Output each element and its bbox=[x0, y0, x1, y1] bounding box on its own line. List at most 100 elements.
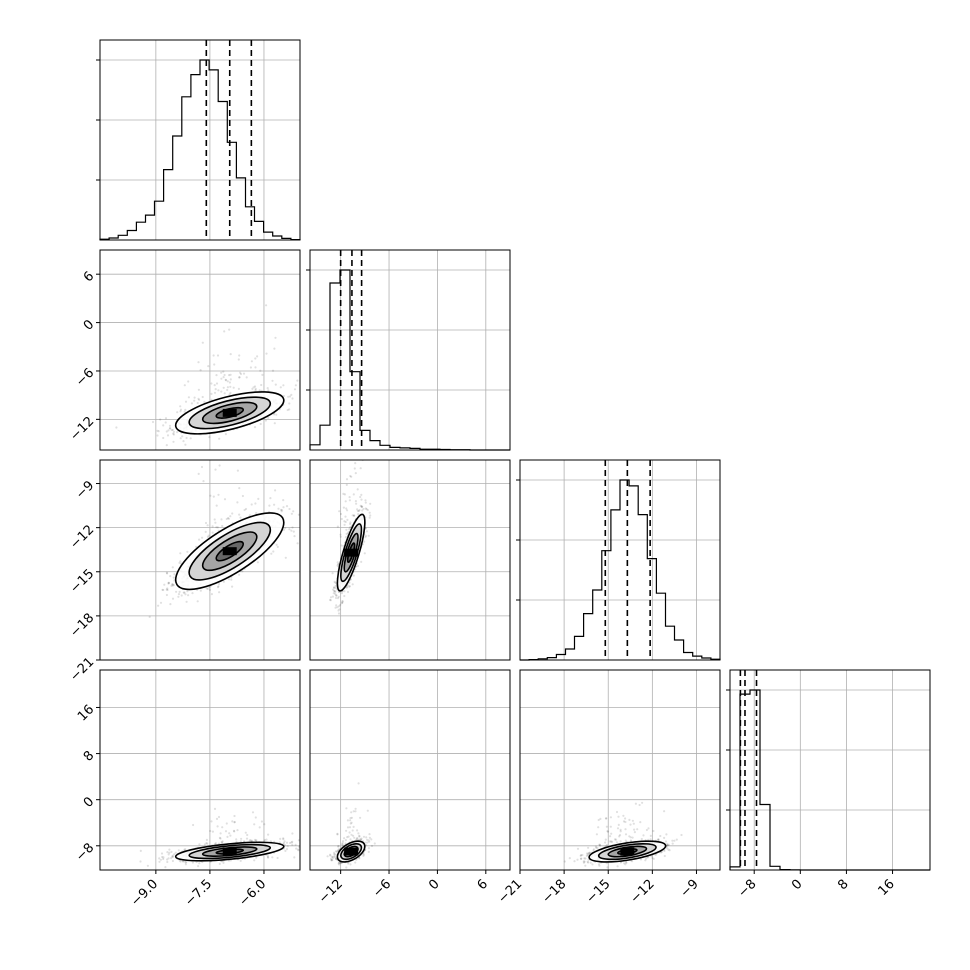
scatter-point bbox=[239, 371, 242, 374]
density-peak bbox=[222, 847, 237, 856]
scatter-point bbox=[222, 861, 225, 865]
scatter-point bbox=[333, 851, 336, 854]
scatter-point bbox=[199, 369, 202, 372]
scatter-point bbox=[347, 862, 350, 865]
scatter-point bbox=[336, 597, 340, 600]
scatter-point bbox=[170, 850, 173, 854]
scatter-point bbox=[347, 835, 350, 838]
scatter-point bbox=[218, 591, 221, 594]
scatter-point bbox=[216, 586, 220, 589]
scatter-point bbox=[597, 818, 600, 822]
scatter-point bbox=[205, 838, 208, 842]
scatter-point bbox=[239, 516, 242, 519]
scatter-point bbox=[337, 612, 341, 615]
scatter-point bbox=[340, 544, 343, 547]
scatter-point bbox=[227, 517, 230, 520]
density-peak bbox=[222, 408, 237, 417]
scatter-point bbox=[345, 478, 349, 481]
scatter-point bbox=[343, 590, 346, 593]
scatter-point bbox=[164, 866, 167, 869]
scatter-point bbox=[182, 860, 185, 863]
scatter-point bbox=[250, 839, 253, 842]
scatter-point bbox=[218, 464, 221, 467]
scatter-point bbox=[166, 851, 169, 854]
scatter-point bbox=[164, 421, 167, 424]
scatter-point bbox=[618, 835, 621, 838]
scatter-point bbox=[225, 517, 228, 521]
scatter-point bbox=[297, 839, 300, 842]
scatter-point bbox=[211, 525, 214, 528]
scatter-point bbox=[186, 590, 189, 593]
scatter-point bbox=[342, 492, 345, 495]
scatter-point bbox=[221, 826, 224, 829]
scatter-point bbox=[642, 834, 645, 837]
scatter-point bbox=[215, 817, 219, 821]
scatter-point bbox=[288, 528, 291, 531]
scatter-point bbox=[359, 504, 362, 507]
scatter-point bbox=[223, 373, 226, 377]
scatter-point bbox=[336, 833, 339, 836]
scatter-point bbox=[345, 829, 348, 832]
scatter-point bbox=[357, 832, 360, 835]
scatter-point bbox=[348, 528, 351, 531]
scatter-point bbox=[169, 427, 172, 430]
scatter-point bbox=[339, 535, 342, 538]
scatter-point bbox=[260, 383, 263, 387]
scatter-point bbox=[115, 426, 118, 429]
scatter-point bbox=[185, 600, 188, 603]
scatter-point bbox=[162, 857, 165, 861]
scatter-point bbox=[364, 536, 367, 539]
scatter-point bbox=[216, 526, 219, 529]
scatter-point bbox=[267, 856, 270, 859]
scatter-point bbox=[341, 843, 344, 846]
scatter-point bbox=[358, 508, 361, 512]
scatter-point bbox=[270, 552, 273, 555]
scatter-point bbox=[165, 444, 168, 447]
scatter-point bbox=[239, 372, 243, 376]
scatter-point bbox=[158, 860, 161, 863]
scatter-point bbox=[184, 861, 187, 864]
scatter-point bbox=[207, 534, 210, 537]
scatter-point bbox=[253, 426, 257, 429]
scatter-point bbox=[657, 839, 660, 842]
scatter-point bbox=[255, 839, 258, 842]
scatter-point bbox=[228, 328, 231, 331]
scatter-point bbox=[191, 592, 194, 595]
scatter-point bbox=[286, 845, 289, 848]
scatter-point bbox=[237, 387, 240, 390]
scatter-point bbox=[166, 572, 169, 575]
scatter-point bbox=[337, 595, 340, 598]
scatter-point bbox=[344, 842, 347, 845]
scatter-point bbox=[335, 857, 338, 861]
scatter-point bbox=[253, 385, 257, 388]
scatter-point bbox=[171, 854, 175, 857]
scatter-point bbox=[619, 840, 622, 843]
scatter-point bbox=[667, 848, 670, 851]
scatter-point bbox=[349, 474, 352, 478]
scatter-point bbox=[288, 395, 292, 398]
scatter-point bbox=[176, 411, 179, 414]
scatter-point bbox=[248, 839, 251, 842]
scatter-point bbox=[598, 843, 602, 846]
scatter-point bbox=[361, 505, 364, 508]
scatter-point bbox=[622, 820, 626, 823]
scatter-point bbox=[266, 443, 268, 445]
scatter-point bbox=[364, 499, 367, 502]
scatter-point bbox=[166, 858, 169, 861]
scatter-point bbox=[236, 829, 239, 832]
scatter-point bbox=[366, 809, 369, 812]
scatter-point bbox=[205, 587, 208, 590]
panel-2-1 bbox=[310, 460, 510, 660]
scatter-point bbox=[218, 862, 221, 866]
scatter-point bbox=[333, 853, 336, 856]
scatter-point bbox=[335, 594, 338, 597]
scatter-point bbox=[293, 856, 296, 859]
scatter-point bbox=[339, 533, 342, 536]
scatter-point bbox=[214, 521, 217, 524]
scatter-point bbox=[346, 394, 348, 396]
scatter-point bbox=[343, 520, 346, 523]
scatter-point bbox=[333, 856, 337, 859]
scatter-point bbox=[217, 456, 219, 458]
scatter-point bbox=[351, 829, 354, 832]
scatter-point bbox=[227, 516, 230, 520]
